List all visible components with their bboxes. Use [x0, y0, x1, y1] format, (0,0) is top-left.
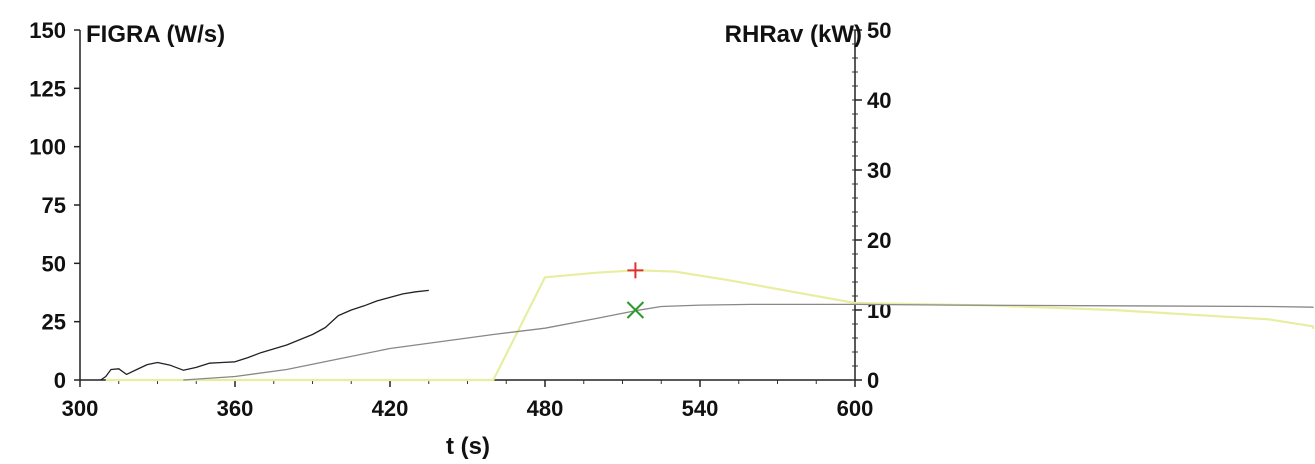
marker-layer: [626, 262, 645, 319]
x-ticks: 300 360 420 480 540 600: [62, 380, 874, 421]
right-y-axis-title: RHRav (kW): [725, 21, 862, 48]
cross-marker: [626, 301, 645, 319]
series-layer: [100, 269, 1315, 382]
left-y-tick-label: 50: [42, 251, 66, 276]
right-y-tick-label: 0: [867, 368, 879, 393]
right-y-tick-label: 20: [867, 228, 891, 253]
series-line-2: [105, 269, 1315, 382]
x-tick-label: 360: [217, 396, 254, 421]
x-tick-label: 540: [682, 396, 719, 421]
left-y-tick-label: 0: [54, 368, 66, 393]
left-y-tick-label: 150: [29, 18, 66, 43]
x-tick-label: 420: [372, 396, 409, 421]
axes: [79, 30, 856, 381]
right-y-ticks: 0 10 20 30 40 50: [852, 18, 891, 393]
x-tick-label: 600: [837, 396, 874, 421]
right-y-tick-label: 30: [867, 158, 891, 183]
left-y-tick-label: 25: [42, 310, 66, 335]
left-y-tick-label: 75: [42, 193, 66, 218]
left-y-axis-title: FIGRA (W/s): [86, 21, 225, 48]
right-y-tick-label: 50: [867, 18, 891, 43]
cross-marker-b: [626, 301, 645, 319]
right-y-tick-label: 40: [867, 88, 891, 113]
series-line-0: [100, 289, 429, 381]
series-line-1: [183, 303, 1314, 381]
right-y-tick-label: 10: [867, 298, 891, 323]
left-y-tick-label: 125: [29, 76, 66, 101]
x-tick-label: 480: [527, 396, 564, 421]
x-tick-label: 300: [62, 396, 99, 421]
x-axis-title: t (s): [446, 433, 490, 460]
plus-marker: [627, 262, 644, 279]
left-y-tick-label: 100: [29, 135, 66, 160]
left-y-ticks: 0 25 50 75 100 125 150: [29, 18, 80, 393]
